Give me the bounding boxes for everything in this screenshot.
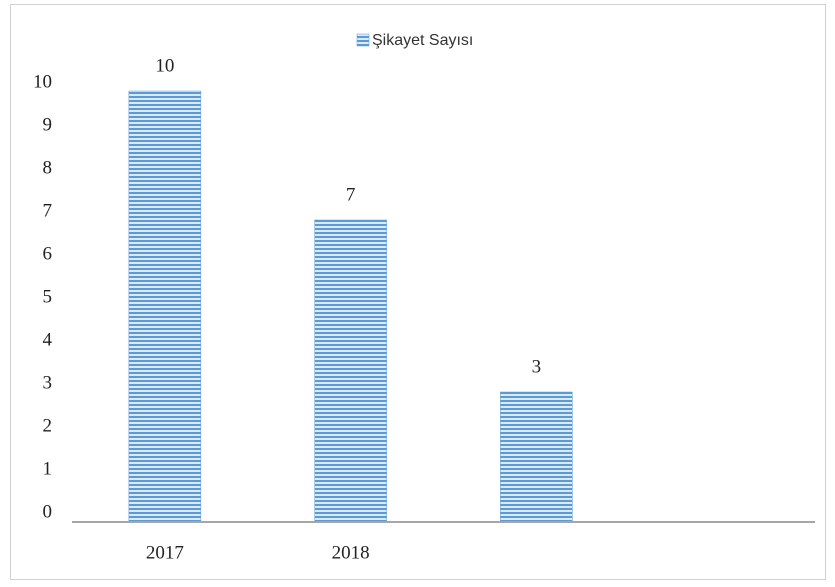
y-tick-label: 7	[43, 200, 53, 221]
legend-label: Şikayet Sayısı	[372, 32, 473, 49]
x-tick-label: 2017	[146, 542, 184, 563]
x-tick-label: 2018	[332, 542, 370, 563]
y-tick-label: 2	[43, 415, 53, 436]
y-tick-label: 10	[33, 71, 52, 92]
y-tick-label: 6	[43, 243, 53, 264]
data-label: 7	[346, 184, 356, 205]
y-tick-label: 4	[43, 329, 53, 350]
data-label: 10	[155, 55, 174, 76]
legend-swatch	[356, 33, 370, 47]
y-tick-label: 3	[43, 372, 53, 393]
data-label: 3	[532, 356, 542, 377]
y-tick-label: 9	[43, 114, 53, 135]
bar	[128, 90, 202, 522]
bar	[500, 391, 573, 522]
y-tick-label: 0	[43, 501, 53, 522]
y-tick-label: 1	[43, 458, 53, 479]
y-tick-label: 8	[43, 157, 53, 178]
y-tick-label: 5	[43, 286, 53, 307]
bar	[314, 219, 387, 522]
